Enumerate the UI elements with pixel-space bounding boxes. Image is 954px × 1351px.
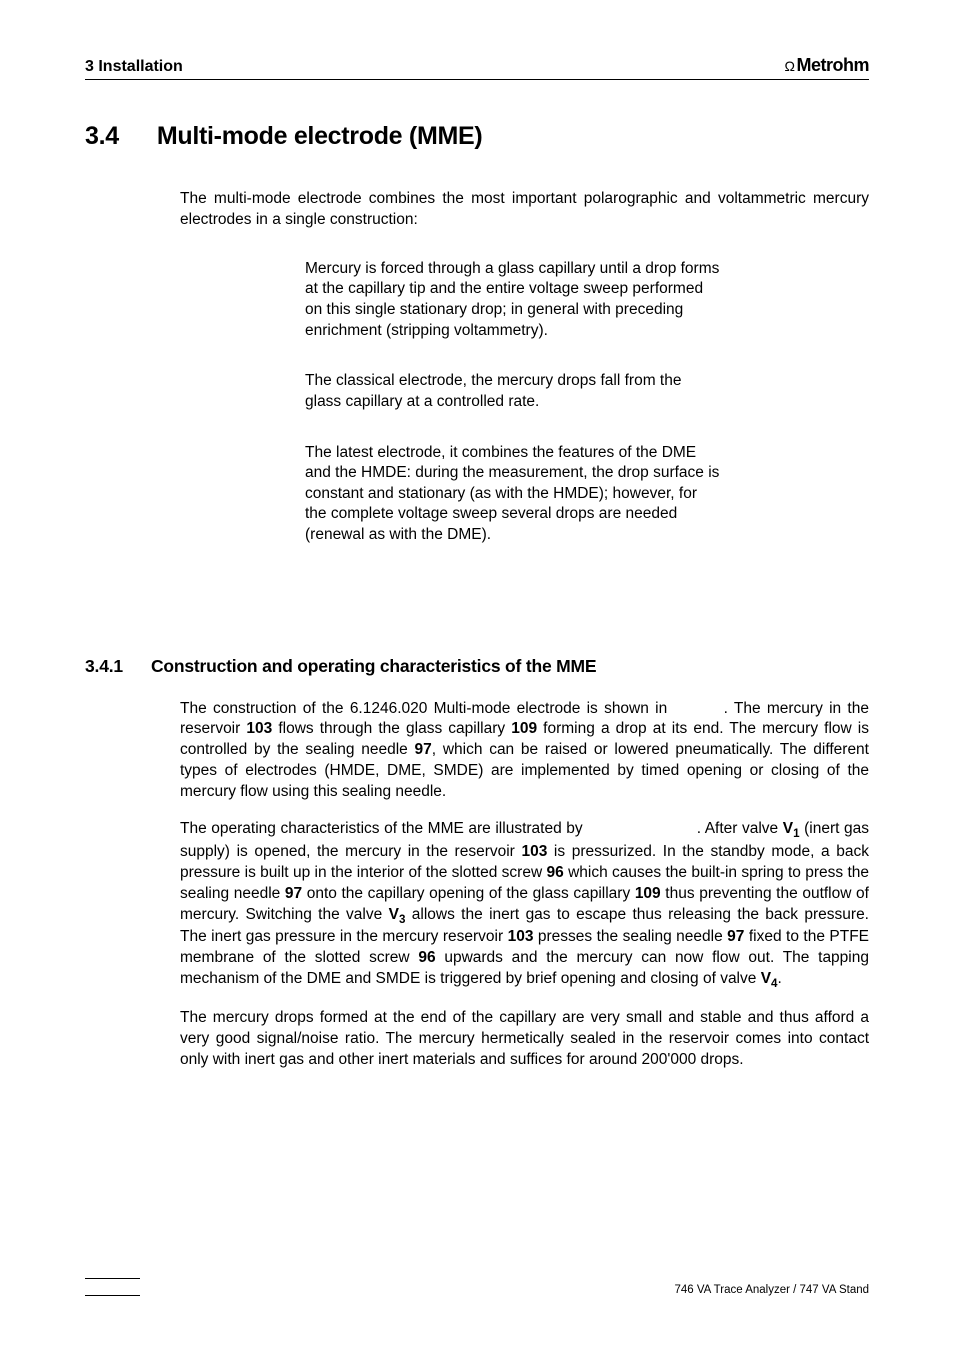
brand-logo: ΩMetrohm — [785, 55, 869, 76]
footer-lines-icon — [85, 1295, 140, 1296]
paragraph-2: The operating characteristics of the MME… — [180, 819, 869, 992]
ref-109: 109 — [635, 885, 661, 902]
definition-dme: The classical electrode, the mercury dro… — [305, 371, 720, 412]
ref-103: 103 — [521, 843, 547, 860]
page-header: 3 Installation ΩMetrohm — [85, 55, 869, 80]
intro-paragraph: The multi-mode electrode combines the mo… — [180, 189, 869, 231]
valve-v3: V3 — [389, 906, 406, 923]
subsection-body: The construction of the 6.1246.020 Multi… — [180, 699, 869, 1071]
page-footer: 746 VA Trace Analyzer / 747 VA Stand — [85, 1284, 869, 1296]
brand-text: Metrohm — [797, 55, 870, 76]
ref-97: 97 — [285, 885, 302, 902]
section-title-text: Multi-mode electrode (MME) — [157, 122, 483, 151]
ref-103: 103 — [508, 928, 534, 945]
ref-97: 97 — [415, 741, 432, 758]
paragraph-3: The mercury drops formed at the end of t… — [180, 1008, 869, 1071]
footer-text: 746 VA Trace Analyzer / 747 VA Stand — [674, 1284, 869, 1296]
body-content: The multi-mode electrode combines the mo… — [180, 189, 869, 546]
subsection: 3.4.1 Construction and operating charact… — [85, 656, 869, 1071]
subsection-title-text: Construction and operating characteristi… — [151, 656, 596, 677]
subsection-number: 3.4.1 — [85, 656, 123, 677]
ref-96: 96 — [418, 949, 435, 966]
page: 3 Installation ΩMetrohm 3.4 Multi-mode e… — [0, 0, 954, 1351]
chapter-label: 3 Installation — [85, 58, 183, 76]
ref-103: 103 — [246, 720, 272, 737]
definition-hmde: Mercury is forced through a glass capill… — [305, 259, 720, 341]
definition-smde: The latest electrode, it combines the fe… — [305, 443, 720, 546]
ref-109: 109 — [511, 720, 537, 737]
ref-96: 96 — [547, 864, 564, 881]
valve-v4: V4 — [761, 970, 778, 987]
subsection-heading: 3.4.1 Construction and operating charact… — [85, 656, 869, 677]
brand-icon: Ω — [785, 58, 795, 74]
paragraph-1: The construction of the 6.1246.020 Multi… — [180, 699, 869, 804]
section-number: 3.4 — [85, 122, 119, 151]
ref-97: 97 — [727, 928, 744, 945]
section-heading: 3.4 Multi-mode electrode (MME) — [85, 122, 869, 151]
valve-v1: V1 — [783, 820, 800, 837]
